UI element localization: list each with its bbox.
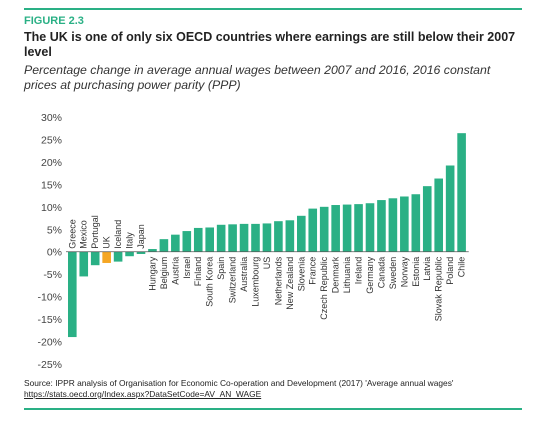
bar (457, 133, 466, 252)
bar (445, 165, 455, 252)
y-tick-label: -20% (37, 337, 62, 349)
y-tick-label: 30% (41, 112, 62, 124)
bar (251, 223, 260, 252)
category-label: Australia (239, 257, 249, 292)
bar (297, 215, 306, 252)
category-label: Spain (216, 257, 226, 280)
bar (422, 186, 432, 252)
y-tick-label: -15% (37, 314, 62, 326)
category-label: Canada (376, 257, 386, 289)
bar (113, 251, 123, 262)
source-text: Source: IPPR analysis of Organisation fo… (24, 378, 454, 388)
y-tick-label: -5% (43, 269, 62, 281)
category-label: Lithuania (342, 257, 352, 294)
bar (377, 200, 386, 252)
top-rule (24, 8, 522, 10)
category-label: US (262, 257, 272, 270)
y-tick-label: 10% (41, 202, 62, 214)
y-tick-label: -10% (37, 292, 62, 304)
category-label: Luxembourg (251, 257, 261, 307)
bar (216, 224, 226, 252)
bar (365, 203, 375, 252)
bar (434, 178, 443, 252)
category-label: New Zealand (285, 257, 295, 310)
category-label: Switzerland (228, 257, 238, 304)
category-label: Israel (182, 257, 192, 279)
bar (285, 220, 295, 252)
bar (68, 251, 77, 338)
bar (331, 205, 340, 252)
bar (400, 196, 409, 252)
bar (388, 198, 398, 252)
category-label: Austria (170, 257, 180, 285)
bar (342, 204, 352, 252)
bar (274, 221, 283, 252)
category-label: Slovak Republic (434, 256, 444, 321)
bar (102, 251, 111, 263)
category-label: Greece (67, 219, 77, 249)
bar (354, 204, 363, 252)
category-label: Denmark (331, 256, 341, 293)
category-label: Norway (399, 256, 409, 287)
category-label: Poland (445, 257, 455, 285)
category-label: Slovenia (296, 257, 306, 292)
bar (125, 251, 134, 257)
bar (136, 251, 146, 254)
category-label: Japan (136, 224, 146, 249)
category-label: Mexico (79, 220, 89, 249)
bar (205, 227, 214, 252)
category-label: Ireland (354, 257, 364, 285)
category-label: Netherlands (273, 256, 283, 305)
category-label: Portugal (90, 215, 100, 249)
category-label: South Korea (205, 257, 215, 307)
category-label: Hungary (147, 256, 157, 291)
source-link[interactable]: https://stats.oecd.org/Index.aspx?DataSe… (24, 389, 262, 399)
category-label: Latvia (422, 257, 432, 281)
bar (411, 194, 421, 252)
y-tick-label: 25% (41, 134, 62, 146)
chart-subtitle: Percentage change in average annual wage… (24, 63, 491, 92)
bar (90, 251, 100, 266)
bar (182, 231, 192, 252)
bar (193, 227, 203, 252)
y-tick-label: -25% (37, 359, 62, 371)
chart-title: The UK is one of only six OECD countries… (24, 30, 516, 59)
category-label: Sweden (388, 257, 398, 290)
bar (159, 239, 169, 252)
category-label: France (308, 257, 318, 285)
bar (308, 208, 318, 252)
bar (148, 249, 157, 252)
category-label: Czech Republic (319, 256, 329, 320)
category-label: Finland (193, 257, 203, 287)
category-label: Germany (365, 256, 375, 294)
y-tick-label: 15% (41, 179, 62, 191)
bar (319, 206, 329, 252)
bar (79, 251, 89, 277)
category-label: Italy (125, 232, 135, 249)
y-tick-label: 5% (47, 224, 62, 236)
bar (171, 234, 180, 252)
figure-label: FIGURE 2.3 (24, 15, 84, 27)
category-label: Chile (457, 257, 467, 278)
category-label: Iceland (113, 220, 123, 249)
bar (239, 223, 249, 252)
y-tick-label: 0% (47, 247, 62, 259)
category-label: Estonia (411, 257, 421, 287)
source-note: Source: IPPR analysis of Organisation fo… (24, 378, 524, 400)
y-tick-label: 20% (41, 157, 62, 169)
bar (228, 224, 237, 252)
bar (262, 223, 272, 252)
category-label: UK (102, 236, 112, 249)
category-label: Belgium (159, 257, 169, 290)
bottom-rule (24, 408, 522, 410)
